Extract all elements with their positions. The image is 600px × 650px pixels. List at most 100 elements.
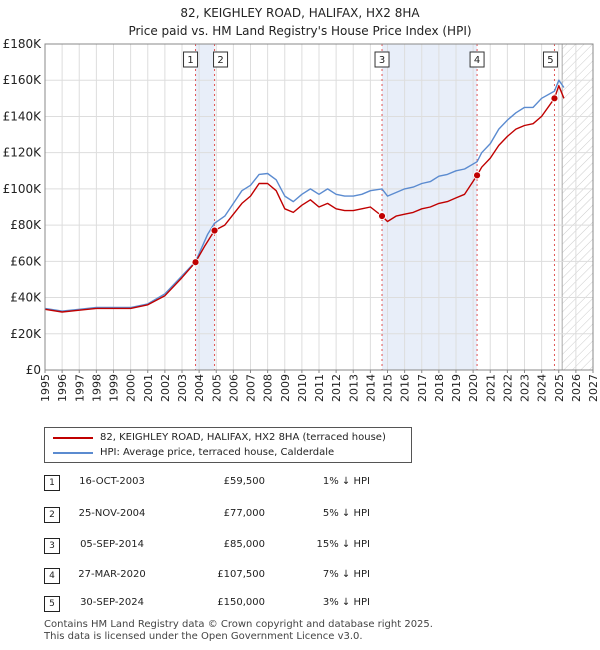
sale-points bbox=[191, 94, 559, 267]
sale-price: £77,000 bbox=[223, 508, 265, 519]
x-tick-label: 2005 bbox=[210, 374, 223, 402]
x-tick-label: 1998 bbox=[90, 374, 103, 402]
sale-label-box bbox=[183, 51, 199, 68]
table-row: 5 30-SEP-2024 £150,000 3% ↓ HPI bbox=[0, 596, 600, 614]
sale-price: £59,500 bbox=[223, 476, 265, 487]
y-tick-label: £60K bbox=[10, 254, 42, 268]
table-row: 3 05-SEP-2014 £85,000 15% ↓ HPI bbox=[0, 538, 600, 556]
sale-hpi-diff: 15% ↓ HPI bbox=[316, 539, 370, 550]
x-tick-label: 2001 bbox=[142, 374, 155, 402]
x-tick-label: 2021 bbox=[484, 374, 497, 402]
x-tick-label: 2008 bbox=[262, 374, 275, 402]
legend-swatch-property bbox=[53, 437, 93, 439]
x-tick-label: 2016 bbox=[399, 374, 412, 402]
x-tick-label: 2022 bbox=[501, 374, 514, 402]
sale-number-badge: 3 bbox=[44, 538, 60, 554]
sale-date: 05-SEP-2014 bbox=[80, 539, 144, 550]
x-tick-label: 1999 bbox=[108, 374, 121, 402]
legend-swatch-hpi bbox=[53, 452, 93, 454]
sale-number-badge: 5 bbox=[44, 596, 60, 612]
x-tick-label: 2015 bbox=[382, 374, 395, 402]
sale-date: 25-NOV-2004 bbox=[78, 508, 146, 519]
sale-label-box bbox=[469, 51, 485, 68]
chart-title: 82, KEIGHLEY ROAD, HALIFAX, HX2 8HA bbox=[180, 6, 420, 20]
legend-label-hpi: HPI: Average price, terraced house, Cald… bbox=[100, 447, 335, 458]
y-tick-label: £140K bbox=[3, 109, 43, 123]
sale-markers bbox=[195, 44, 555, 370]
x-tick-label: 2027 bbox=[587, 374, 600, 402]
x-tick-label: 2018 bbox=[433, 374, 446, 402]
x-tick-label: 2012 bbox=[330, 374, 343, 402]
x-tick-label: 2025 bbox=[553, 374, 566, 402]
sale-hpi-diff: 1% ↓ HPI bbox=[322, 476, 370, 487]
sale-label-box bbox=[213, 51, 229, 68]
x-tick-label: 1995 bbox=[39, 374, 52, 402]
hpi-line bbox=[44, 79, 565, 312]
x-tick-label: 1996 bbox=[56, 374, 69, 402]
sale-label-text: 4 bbox=[474, 55, 480, 66]
sale-price: £85,000 bbox=[223, 539, 265, 550]
x-tick-label: 2002 bbox=[159, 374, 172, 402]
x-tick-label: 2017 bbox=[416, 374, 429, 402]
sale-point bbox=[550, 94, 559, 103]
x-tick-label: 2006 bbox=[227, 374, 240, 402]
future-region bbox=[562, 44, 593, 370]
x-tick-label: 2009 bbox=[279, 374, 292, 402]
x-tick-label: 2023 bbox=[519, 374, 532, 402]
x-tick-label: 2019 bbox=[450, 374, 463, 402]
sale-hpi-diff: 3% ↓ HPI bbox=[322, 597, 370, 608]
x-tick-label: 2003 bbox=[176, 374, 189, 402]
price-chart: £0 £20K £40K £60K £80K £100K £120K £140K £160K £1… bbox=[3, 37, 600, 402]
x-tick-label: 2010 bbox=[296, 374, 309, 402]
y-tick-label: £0 bbox=[26, 363, 41, 377]
gridlines bbox=[44, 43, 594, 371]
sale-point bbox=[191, 258, 200, 267]
sale-number-badge: 4 bbox=[44, 568, 60, 584]
sale-hpi-diff: 7% ↓ HPI bbox=[322, 569, 370, 580]
x-tick-label: 2011 bbox=[313, 374, 326, 402]
x-tick-label: 2024 bbox=[536, 374, 549, 402]
sale-label-text: 3 bbox=[379, 55, 385, 66]
x-tick-label: 2014 bbox=[364, 374, 377, 402]
sale-point bbox=[210, 226, 219, 235]
y-tick-label: £20K bbox=[10, 327, 42, 341]
y-tick-label: £100K bbox=[3, 182, 43, 196]
x-tick-label: 1997 bbox=[73, 374, 86, 402]
x-tick-label: 2026 bbox=[570, 374, 583, 402]
table-row: 4 27-MAR-2020 £107,500 7% ↓ HPI bbox=[0, 568, 600, 586]
sale-label-text: 5 bbox=[547, 55, 553, 66]
sale-date: 30-SEP-2024 bbox=[80, 597, 144, 608]
y-tick-label: £120K bbox=[3, 146, 43, 160]
sale-number-badge: 2 bbox=[44, 507, 60, 523]
sale-hpi-diff: 5% ↓ HPI bbox=[322, 508, 370, 519]
legend-label-property: 82, KEIGHLEY ROAD, HALIFAX, HX2 8HA (ter… bbox=[100, 432, 386, 443]
sale-point bbox=[378, 212, 386, 220]
x-tick-label: 2013 bbox=[347, 374, 360, 402]
sale-date: 27-MAR-2020 bbox=[78, 569, 146, 580]
y-tick-label: £180K bbox=[3, 37, 43, 51]
x-tick-label: 2004 bbox=[193, 374, 206, 402]
chart-subtitle: Price paid vs. HM Land Registry's House … bbox=[128, 24, 472, 38]
sale-number-labels: 1 2 3 4 5 bbox=[183, 51, 558, 68]
legend: 82, KEIGHLEY ROAD, HALIFAX, HX2 8HA (ter… bbox=[44, 427, 412, 463]
shaded-span bbox=[195, 44, 215, 370]
series-lines bbox=[44, 79, 565, 313]
y-tick-label: £160K bbox=[3, 73, 43, 87]
sale-date: 16-OCT-2003 bbox=[79, 476, 145, 487]
sale-point bbox=[473, 171, 481, 180]
sale-label-box bbox=[374, 51, 390, 68]
x-tick-label: 2007 bbox=[245, 374, 258, 402]
sale-label-text: 2 bbox=[217, 55, 223, 66]
sale-price: £150,000 bbox=[217, 597, 265, 608]
footer-licence: This data is licensed under the Open Gov… bbox=[44, 631, 363, 642]
x-tick-label: 2020 bbox=[467, 374, 480, 402]
x-tick-label: 2000 bbox=[125, 374, 138, 402]
property-line bbox=[44, 85, 565, 313]
y-tick-label: £80K bbox=[10, 218, 42, 232]
sale-price: £107,500 bbox=[217, 569, 265, 580]
sale-label-text: 1 bbox=[187, 55, 193, 66]
footer-copyright: Contains HM Land Registry data © Crown c… bbox=[44, 619, 433, 630]
sale-number-badge: 1 bbox=[44, 475, 60, 491]
y-tick-label: £40K bbox=[10, 291, 42, 305]
sale-label-box bbox=[542, 51, 558, 68]
